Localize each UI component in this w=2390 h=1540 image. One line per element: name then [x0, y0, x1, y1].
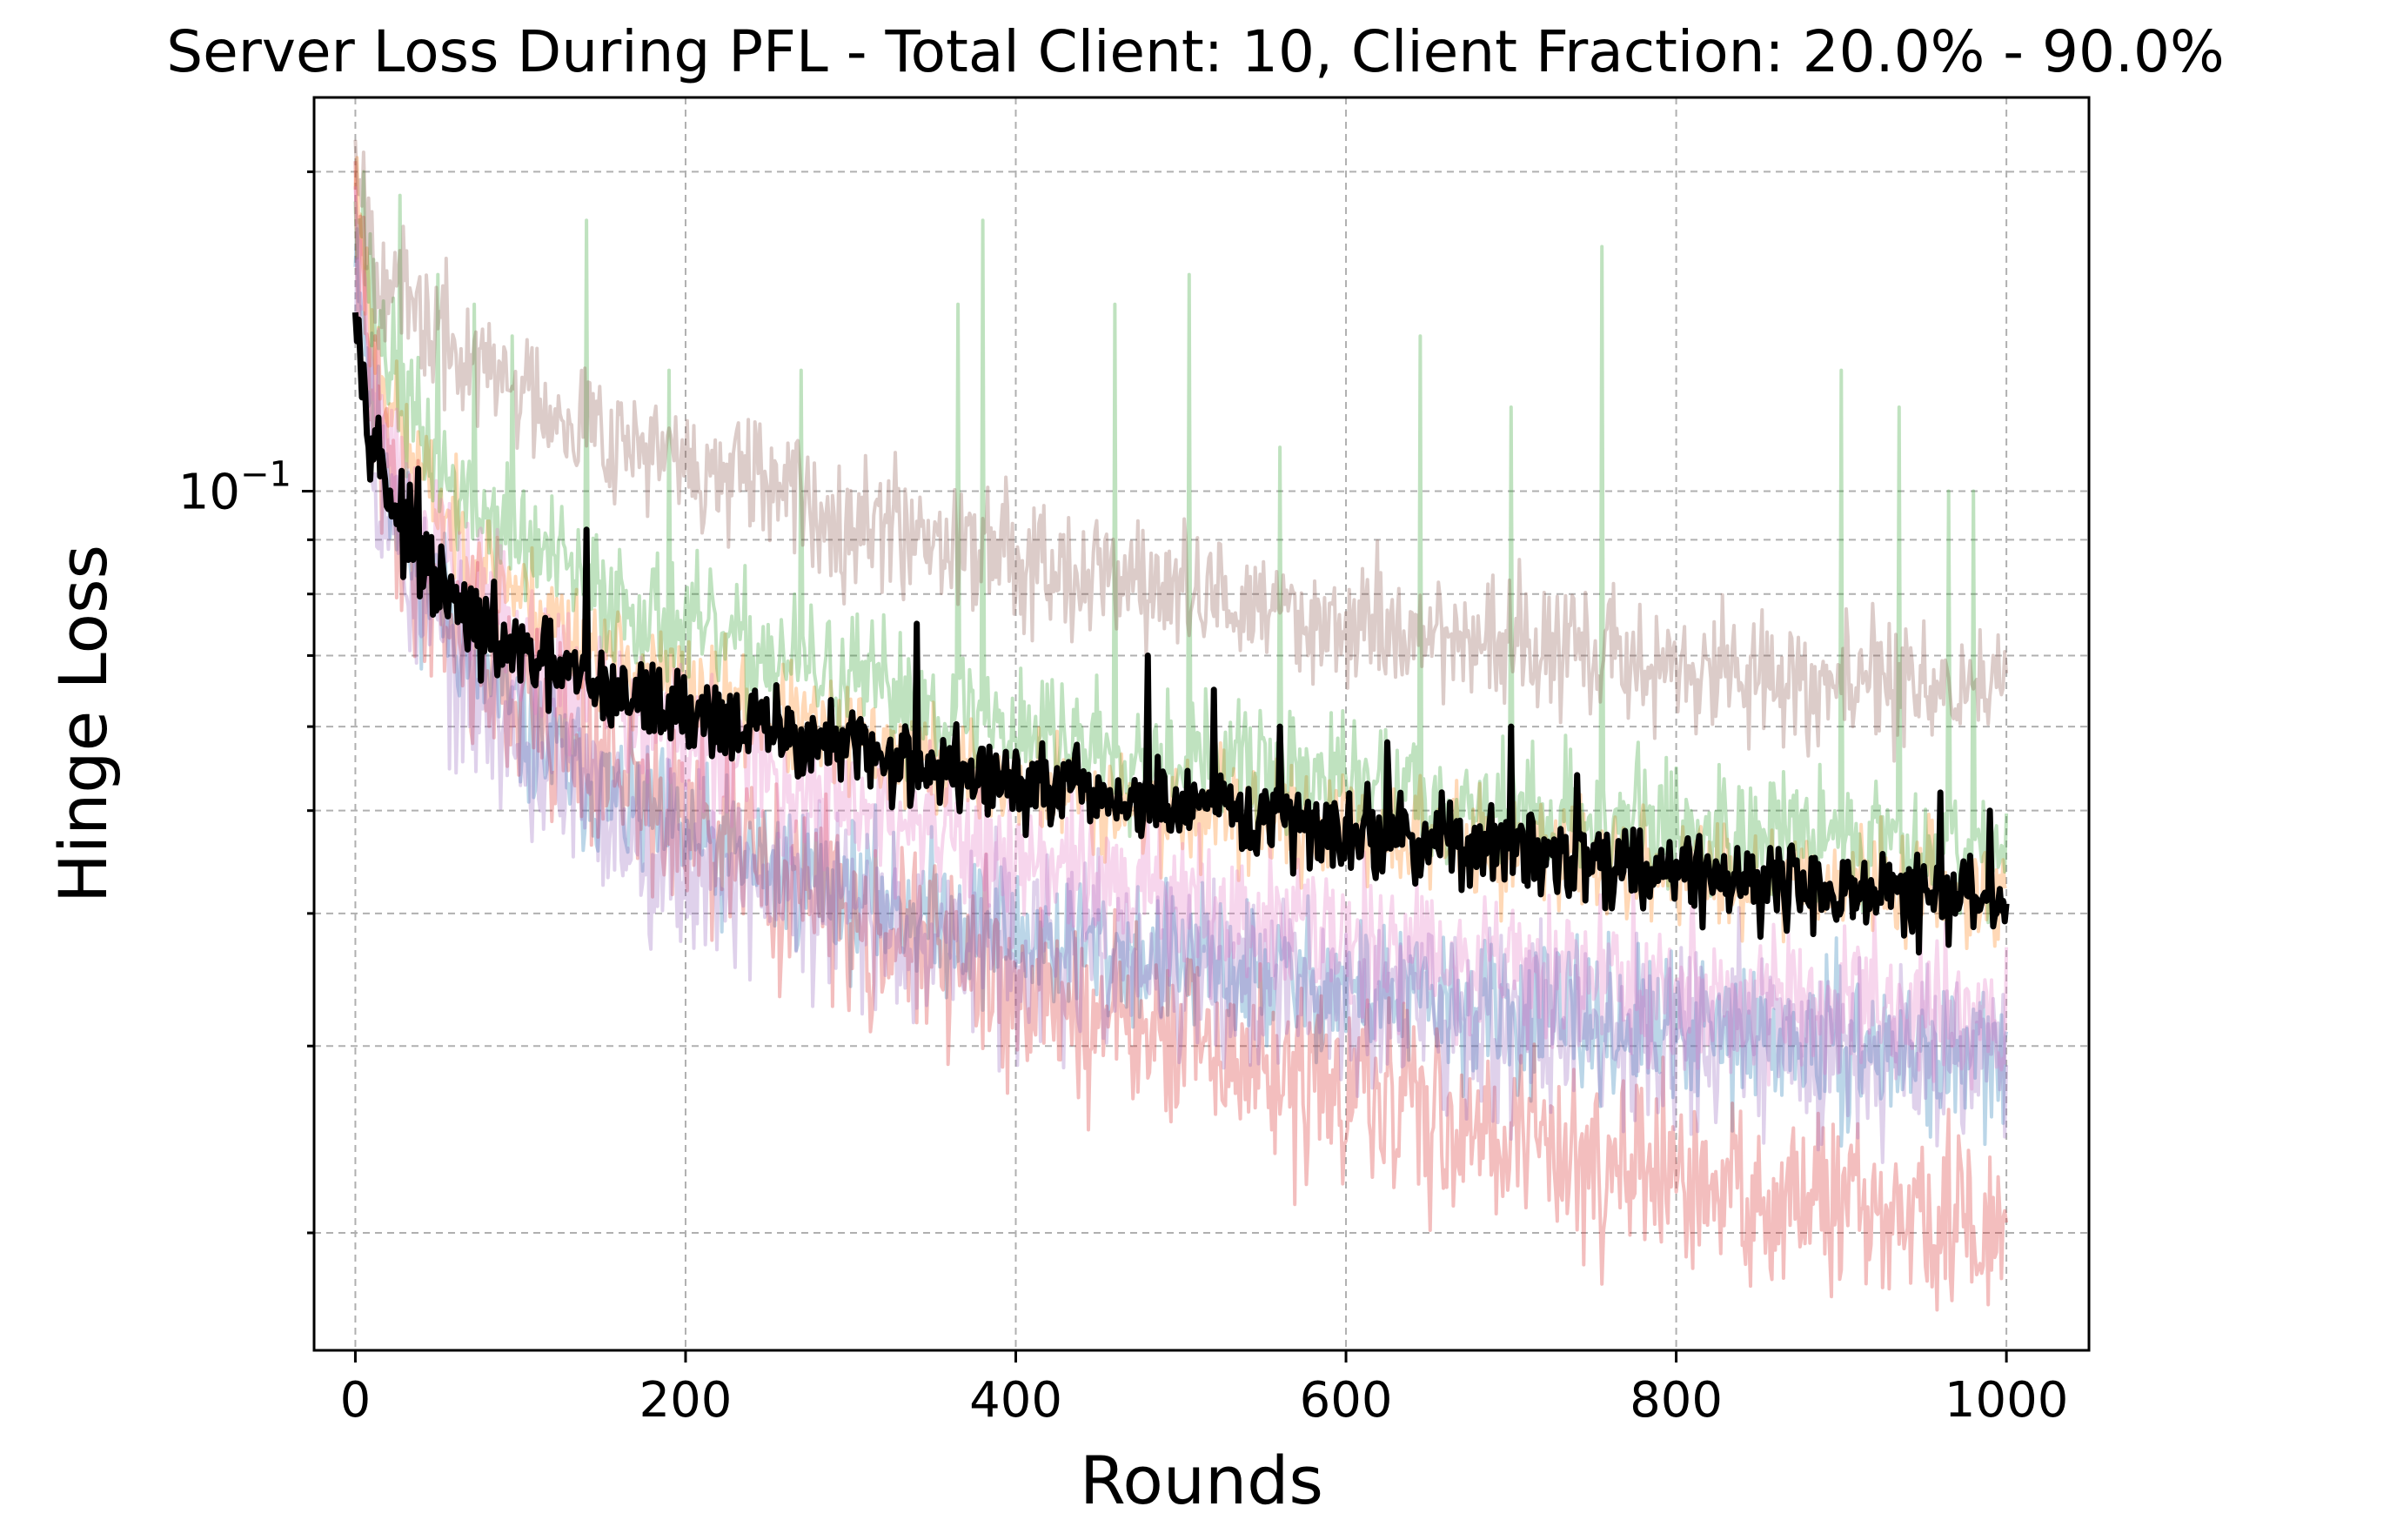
- series-line-5: [353, 139, 2009, 763]
- x-tick-label: 1000: [1945, 1372, 2069, 1429]
- series-line-4: [353, 257, 2009, 1164]
- series-line-3: [353, 161, 2009, 1312]
- x-tick-label: 400: [969, 1372, 1062, 1429]
- series-line-7: [351, 311, 2010, 956]
- x-ticks: 0 200 400 600 800 1000: [340, 1350, 2069, 1429]
- y-tick-label: 10−1: [178, 455, 291, 521]
- series-layer: [351, 139, 2010, 1312]
- x-axis-label: Rounds: [1080, 1442, 1323, 1519]
- chart-title: Server Loss During PFL - Total Client: 1…: [166, 18, 2224, 85]
- series-line-6: [353, 186, 2009, 1091]
- x-tick-label: 0: [340, 1372, 372, 1429]
- plot-frame: [312, 96, 2091, 1352]
- x-tick-label: 800: [1630, 1372, 1723, 1429]
- series-line-0: [353, 227, 2009, 1148]
- y-axis-label: Hinge Loss: [44, 545, 122, 903]
- x-tick-label: 600: [1300, 1372, 1393, 1429]
- y-ticks: 10−1: [178, 170, 314, 1235]
- x-tick-label: 200: [639, 1372, 733, 1429]
